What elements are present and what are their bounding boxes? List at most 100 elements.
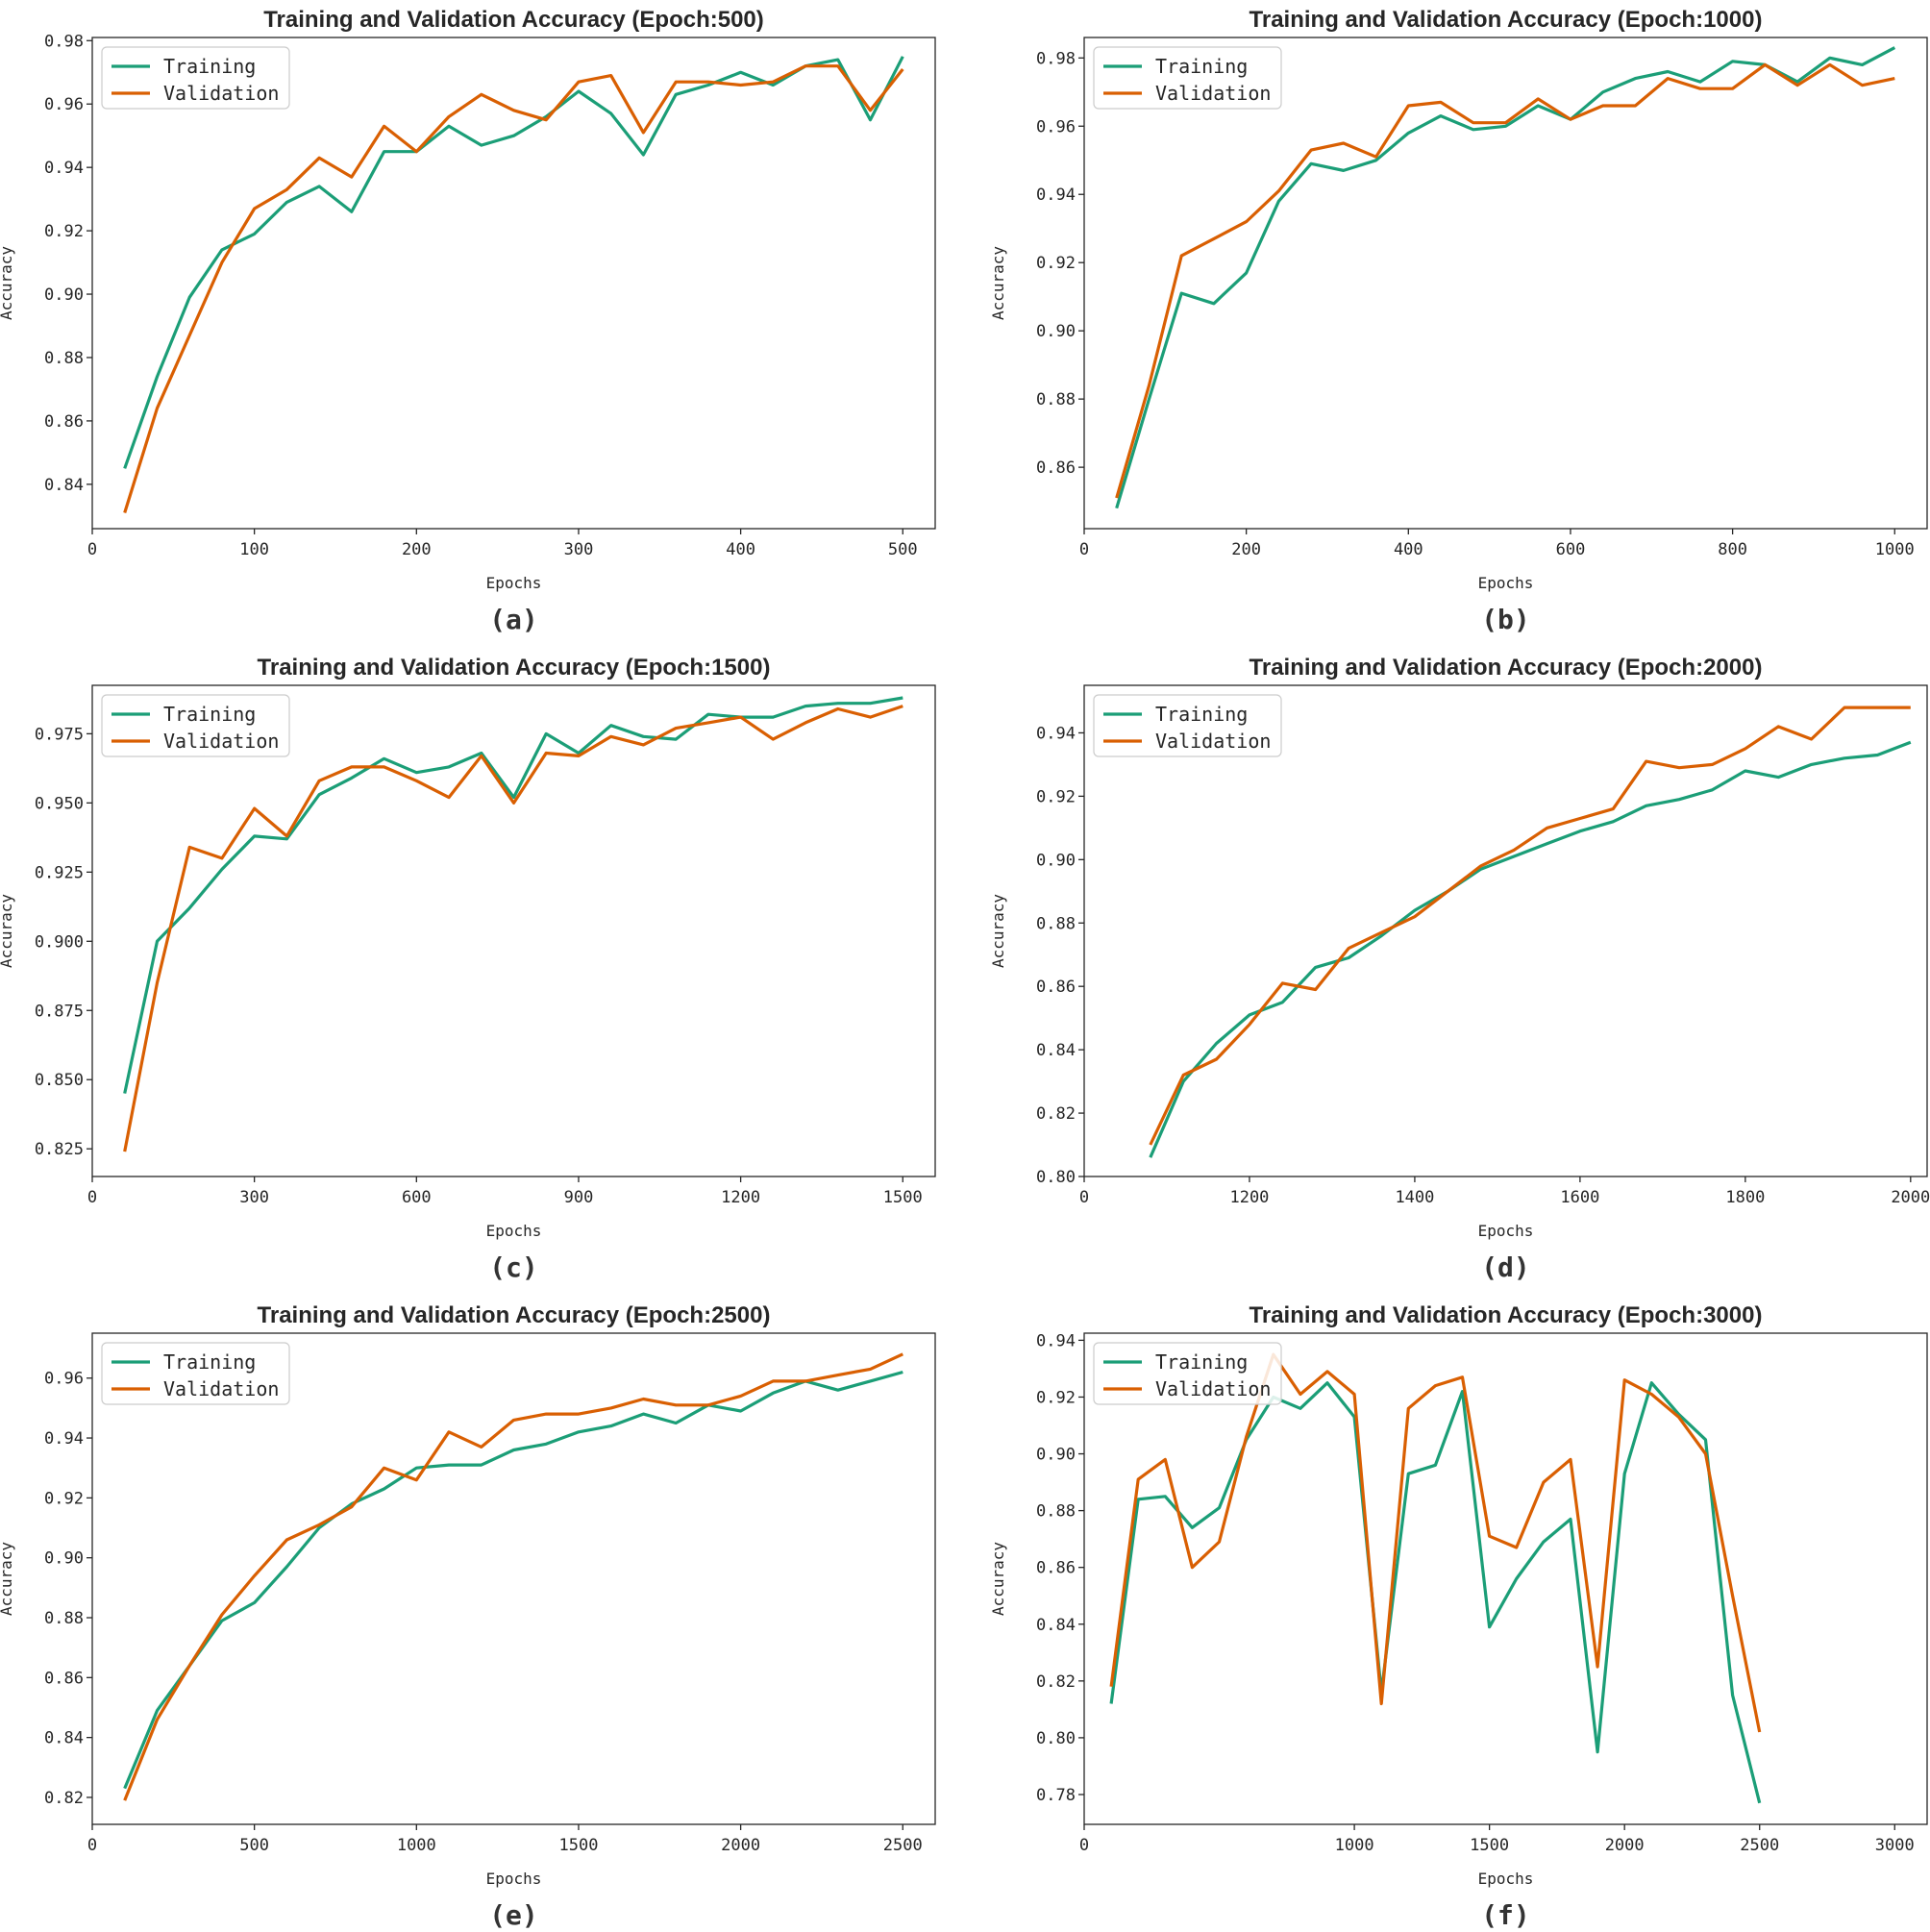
chart-3-legend-label-training: Training: [163, 703, 256, 726]
chart-2-ytick-label: 0.88: [1036, 390, 1076, 409]
chart-4-ytick-label: 0.90: [1036, 851, 1076, 870]
chart-6-xtick-label: 2000: [1605, 1836, 1645, 1855]
chart-4-ytick-label: 0.82: [1036, 1104, 1076, 1124]
chart-3-xtick-label: 0: [87, 1188, 97, 1207]
chart-2-ytick-label: 0.94: [1036, 186, 1076, 205]
chart-3-xtick-label: 1200: [721, 1188, 760, 1207]
chart-1-caption: (a): [489, 604, 538, 635]
chart-1-xlabel: Epochs: [486, 574, 542, 592]
chart-2-ylabel: Accuracy: [989, 246, 1007, 320]
chart-6-ylabel: Accuracy: [989, 1542, 1007, 1616]
chart-5-xtick-label: 1500: [558, 1836, 598, 1855]
chart-3-axes-frame: [91, 684, 936, 1177]
chart-4-ytick-label: 0.84: [1036, 1041, 1076, 1060]
chart-4-ytick-label: 0.86: [1036, 978, 1076, 997]
chart-1-axes-frame: [91, 37, 936, 530]
chart-2-xlabel: Epochs: [1478, 574, 1534, 592]
chart-3-xlabel: Epochs: [486, 1222, 542, 1240]
chart-2-series-training-line: [1115, 46, 1896, 509]
chart-1-series-training-line: [123, 56, 904, 469]
chart-4-xtick-label: 2000: [1891, 1188, 1930, 1207]
chart-5-ytick-label: 0.82: [44, 1789, 84, 1808]
chart-3-xtick-label: 600: [402, 1188, 432, 1207]
chart-2-xtick-label: 1000: [1875, 540, 1915, 559]
chart-5-ytick-label: 0.90: [44, 1549, 84, 1569]
chart-3-ytick-label: 0.925: [35, 863, 84, 882]
chart-1-title: Training and Validation Accuracy (Epoch:…: [263, 7, 764, 33]
chart-1-xtick-label: 100: [239, 540, 269, 559]
chart-4-series-training-line: [1149, 740, 1912, 1158]
chart-5-xtick-label: 2500: [883, 1836, 923, 1855]
chart-5-xtick-label: 2000: [721, 1836, 760, 1855]
chart-4-series-validation-line: [1149, 706, 1911, 1146]
chart-5-xlabel: Epochs: [486, 1870, 542, 1888]
chart-6-xtick-label: 0: [1079, 1836, 1089, 1855]
chart-6-ytick-label: 0.92: [1036, 1388, 1076, 1407]
chart-2-xtick-label: 800: [1718, 540, 1747, 559]
chart-2-xtick-label: 200: [1231, 540, 1261, 559]
chart-1-ytick-label: 0.90: [44, 285, 84, 305]
chart-1-xtick-label: 200: [402, 540, 432, 559]
chart-3-ytick-label: 0.900: [35, 932, 84, 952]
chart-1-ylabel: Accuracy: [0, 246, 15, 320]
chart-5-axes-frame: [91, 1332, 936, 1825]
chart-1-xtick-label: 0: [87, 540, 97, 559]
chart-5-legend-label-training: Training: [163, 1350, 256, 1374]
chart-3-xtick-label: 1500: [883, 1188, 923, 1207]
chart-1-ytick-label: 0.86: [44, 412, 84, 432]
chart-2-ytick-label: 0.98: [1036, 49, 1076, 68]
chart-6-legend-label-validation: Validation: [1155, 1377, 1271, 1400]
chart-2-legend-label-validation: Validation: [1155, 82, 1271, 105]
chart-3-ytick-label: 0.975: [35, 725, 84, 744]
chart-5-ytick-label: 0.96: [44, 1370, 84, 1389]
chart-4-axes-frame: [1083, 684, 1928, 1177]
chart-5-caption: (e): [489, 1899, 538, 1931]
chart-6-title: Training and Validation Accuracy (Epoch:…: [1250, 1302, 1763, 1328]
chart-1-xtick-label: 500: [888, 540, 918, 559]
chart-3-ytick-label: 0.950: [35, 794, 84, 813]
chart-4-xlabel: Epochs: [1478, 1222, 1534, 1240]
chart-4-ytick-label: 0.94: [1036, 724, 1076, 743]
chart-6-ytick-label: 0.88: [1036, 1502, 1076, 1522]
chart-5-xtick-label: 500: [239, 1836, 269, 1855]
chart-6-legend-label-training: Training: [1155, 1350, 1248, 1374]
chart-6-xtick-label: 2500: [1740, 1836, 1779, 1855]
chart-3-caption: (c): [489, 1251, 538, 1283]
chart-4-xtick-label: 1600: [1560, 1188, 1599, 1207]
chart-5-series-training-line: [123, 1370, 903, 1790]
chart-5-ytick-label: 0.92: [44, 1489, 84, 1508]
chart-1-ytick-label: 0.88: [44, 349, 84, 368]
chart-1-ytick-label: 0.84: [44, 476, 84, 495]
chart-4-ylabel: Accuracy: [989, 894, 1007, 968]
chart-4-legend-label-validation: Validation: [1155, 730, 1271, 753]
chart-6-series-training-line: [1109, 1381, 1762, 1804]
chart-5-ytick-label: 0.94: [44, 1429, 84, 1449]
chart-6-ytick-label: 0.86: [1036, 1559, 1076, 1578]
chart-4-legend-label-training: Training: [1155, 703, 1248, 726]
chart-4-xtick-label: 0: [1079, 1188, 1089, 1207]
chart-5-title: Training and Validation Accuracy (Epoch:…: [258, 1302, 771, 1328]
chart-4-ytick-label: 0.80: [1036, 1168, 1076, 1187]
chart-5-xtick-label: 1000: [397, 1836, 436, 1855]
chart-3-ytick-label: 0.875: [35, 1002, 84, 1021]
chart-1-series-validation-line: [123, 64, 904, 513]
chart-1-legend-label-validation: Validation: [163, 82, 279, 105]
chart-1-xtick-label: 400: [726, 540, 755, 559]
chart-2-axes-frame: [1083, 37, 1928, 530]
chart-2-title: Training and Validation Accuracy (Epoch:…: [1250, 7, 1763, 33]
chart-3-ytick-label: 0.825: [35, 1140, 84, 1159]
chart-6-ytick-label: 0.82: [1036, 1672, 1076, 1692]
chart-3-series-validation-line: [123, 705, 903, 1152]
chart-4-caption: (d): [1481, 1251, 1530, 1283]
chart-1-ytick-label: 0.94: [44, 159, 84, 178]
chart-4-ytick-label: 0.88: [1036, 914, 1076, 933]
chart-6-caption: (f): [1481, 1899, 1530, 1931]
chart-6-ytick-label: 0.80: [1036, 1729, 1076, 1748]
chart-5-ytick-label: 0.88: [44, 1609, 84, 1628]
chart-5-ylabel: Accuracy: [0, 1542, 15, 1616]
chart-2-series-validation-line: [1115, 62, 1895, 499]
chart-6-axes-frame: [1083, 1332, 1928, 1825]
chart-1-ytick-label: 0.92: [44, 222, 84, 241]
chart-5-legend-label-validation: Validation: [163, 1377, 279, 1400]
chart-2-caption: (b): [1481, 604, 1530, 635]
